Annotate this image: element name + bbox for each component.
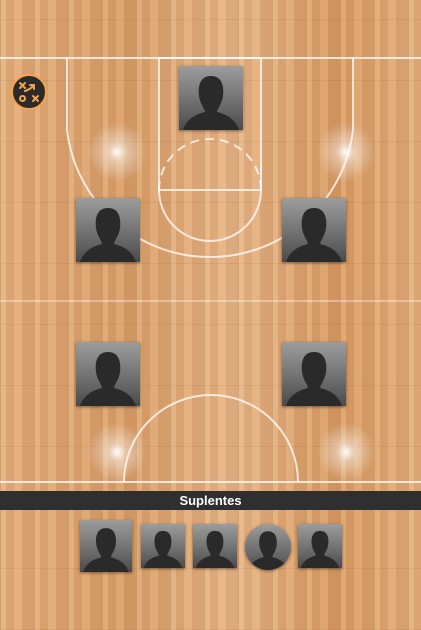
player-silhouette-icon xyxy=(245,524,291,570)
player-silhouette-icon xyxy=(76,342,140,406)
court-light xyxy=(311,417,381,487)
starter-slot-5[interactable] xyxy=(282,342,346,406)
player-silhouette-icon xyxy=(141,524,185,568)
bench-slot-5[interactable] xyxy=(298,524,342,568)
starter-slot-3[interactable] xyxy=(282,198,346,262)
bench-slot-2[interactable] xyxy=(141,524,185,568)
bench-slot-4[interactable] xyxy=(245,524,291,570)
court-light xyxy=(82,417,152,487)
court-light xyxy=(82,117,152,187)
player-silhouette-icon xyxy=(282,342,346,406)
starter-slot-2[interactable] xyxy=(76,198,140,262)
tactics-button[interactable] xyxy=(11,74,47,110)
player-silhouette-icon xyxy=(179,66,243,130)
player-silhouette-icon xyxy=(80,520,132,572)
starter-slot-4[interactable] xyxy=(76,342,140,406)
playbook-icon xyxy=(18,81,40,103)
bench-header: Suplentes xyxy=(0,491,421,510)
player-silhouette-icon xyxy=(193,524,237,568)
player-silhouette-icon xyxy=(76,198,140,262)
player-silhouette-icon xyxy=(298,524,342,568)
court-light xyxy=(311,117,381,187)
bench-slot-1[interactable] xyxy=(80,520,132,572)
starter-slot-1[interactable] xyxy=(179,66,243,130)
bench-slot-3[interactable] xyxy=(193,524,237,568)
player-silhouette-icon xyxy=(282,198,346,262)
